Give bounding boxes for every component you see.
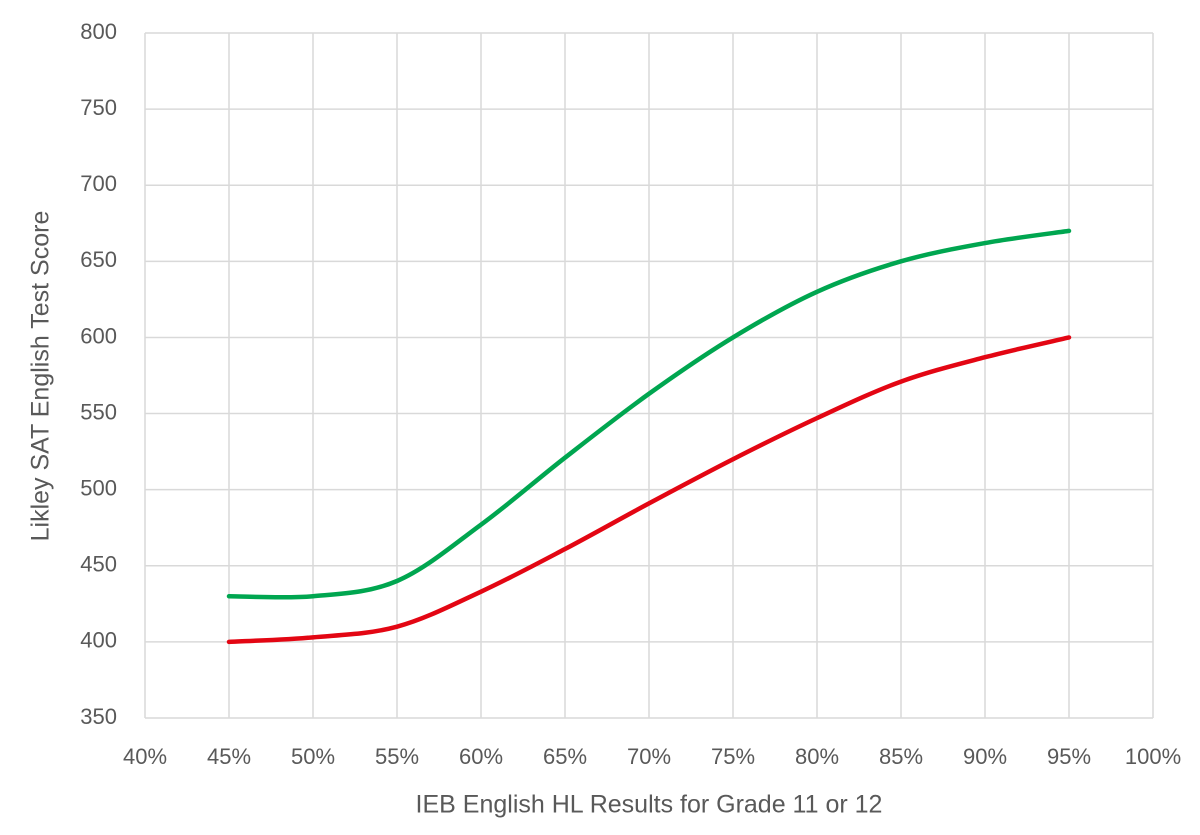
y-tick-label: 800 — [80, 19, 117, 44]
x-tick-label: 100% — [1125, 744, 1181, 769]
x-tick-label: 85% — [879, 744, 923, 769]
x-tick-label: 95% — [1047, 744, 1091, 769]
y-tick-label: 350 — [80, 704, 117, 729]
y-tick-label: 650 — [80, 247, 117, 272]
x-tick-label: 80% — [795, 744, 839, 769]
x-axis-title: IEB English HL Results for Grade 11 or 1… — [416, 791, 883, 819]
series-line — [226, 335, 1072, 645]
x-tick-label: 40% — [123, 744, 167, 769]
y-tick-label: 550 — [80, 399, 117, 424]
series-line — [226, 228, 1072, 600]
y-tick-label: 700 — [80, 171, 117, 196]
x-tick-label: 45% — [207, 744, 251, 769]
x-tick-label: 65% — [543, 744, 587, 769]
y-tick-label: 450 — [80, 552, 117, 577]
x-tick-label: 55% — [375, 744, 419, 769]
y-tick-label: 400 — [80, 628, 117, 653]
y-tick-label: 750 — [80, 95, 117, 120]
y-tick-label: 600 — [80, 323, 117, 348]
y-tick-label: 500 — [80, 475, 117, 500]
x-tick-label: 70% — [627, 744, 671, 769]
x-tick-label: 90% — [963, 744, 1007, 769]
x-tick-label: 60% — [459, 744, 503, 769]
x-tick-label: 50% — [291, 744, 335, 769]
y-axis-title: Likley SAT English Test Score — [27, 211, 55, 542]
x-tick-label: 75% — [711, 744, 755, 769]
